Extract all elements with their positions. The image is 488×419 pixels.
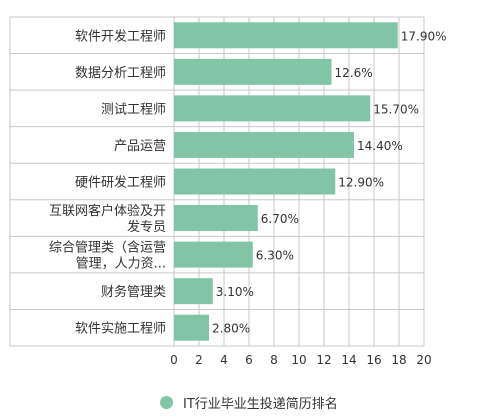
value-label-8: 2.80%	[212, 322, 250, 336]
category-label-0: 软件开发工程师	[75, 28, 166, 44]
bar-6	[174, 241, 253, 268]
category-label-7: 财务管理类	[101, 284, 166, 300]
x-tick-3: 6	[245, 353, 253, 367]
x-tick-10: 20	[416, 353, 431, 367]
legend-marker	[160, 396, 173, 409]
bar-5	[174, 205, 258, 232]
category-label-5-line-1: 发专员	[127, 219, 166, 235]
bar-0	[174, 22, 398, 49]
bars	[174, 22, 398, 341]
category-labels: 软件开发工程师数据分析工程师测试工程师产品运营硬件研发工程师互联网客户体验及开发…	[49, 28, 166, 336]
value-label-6: 6.30%	[256, 249, 294, 263]
value-label-7: 3.10%	[216, 285, 254, 299]
x-tick-7: 14	[341, 353, 356, 367]
bar-4	[174, 168, 336, 195]
x-tick-8: 16	[366, 353, 381, 367]
x-tick-2: 4	[220, 353, 228, 367]
value-label-4: 12.90%	[338, 176, 384, 190]
x-tick-4: 8	[270, 353, 278, 367]
value-label-1: 12.6%	[335, 66, 373, 80]
bar-7	[174, 278, 213, 305]
x-tick-labels: 0 2 4 6 8 10 12 14 16 18 20	[170, 353, 431, 367]
category-label-4: 硬件研发工程师	[75, 175, 166, 191]
legend: IT行业毕业生投递简历排名	[160, 393, 338, 412]
category-label-2: 测试工程师	[101, 102, 166, 117]
category-label-5-line-0: 互联网客户体验及开	[49, 203, 166, 219]
x-tick-1: 2	[195, 353, 203, 367]
bar-2	[174, 95, 371, 122]
category-label-8: 软件实施工程师	[75, 322, 166, 337]
category-label-6-line-1: 管理，人力资...	[76, 257, 166, 272]
category-label-3: 产品运营	[114, 139, 166, 154]
value-label-5: 6.70%	[261, 212, 299, 226]
bar-1	[174, 58, 332, 85]
x-tick-5: 10	[291, 353, 306, 367]
legend-label: IT行业毕业生投递简历排名	[183, 397, 338, 412]
x-tick-9: 18	[391, 353, 406, 367]
category-label-6-line-0: 综合管理类（含运营	[49, 240, 166, 256]
category-label-1: 数据分析工程师	[75, 66, 166, 81]
x-tick-6: 12	[316, 353, 331, 367]
value-label-2: 15.70%	[373, 102, 419, 116]
x-tick-0: 0	[170, 353, 178, 367]
value-labels: 17.90% 12.6% 15.70% 14.40% 12.90% 6.70% 6.30% 3…	[212, 29, 447, 335]
bar-8	[174, 314, 209, 341]
value-label-3: 14.40%	[357, 139, 403, 153]
bar-3	[174, 131, 354, 158]
value-label-0: 17.90%	[401, 29, 447, 43]
